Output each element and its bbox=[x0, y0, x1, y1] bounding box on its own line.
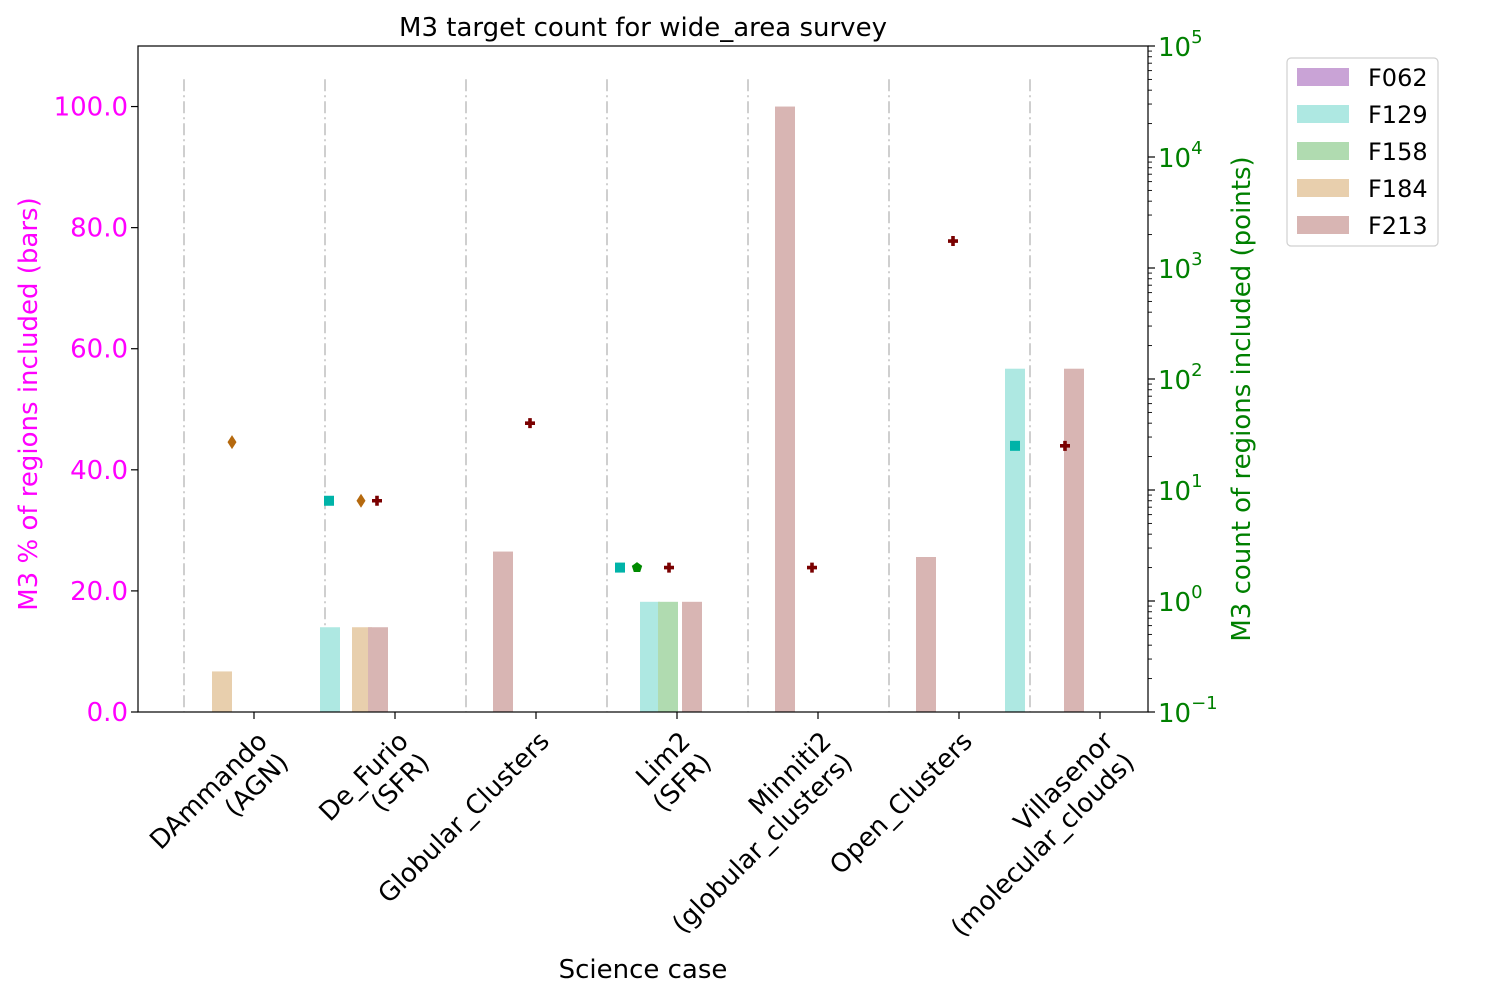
bar-f158 bbox=[658, 602, 678, 712]
point-f129 bbox=[615, 563, 625, 573]
point-f184 bbox=[357, 494, 366, 508]
left-tick-label: 100.0 bbox=[54, 93, 128, 123]
x-axis: DAmmando(AGN) De_Furio(SFR)Globular_Clust… bbox=[144, 712, 1141, 943]
bars bbox=[212, 107, 1084, 712]
legend-label: F184 bbox=[1368, 175, 1428, 203]
point-f129 bbox=[324, 496, 334, 506]
right-tick-label: 105 bbox=[1158, 27, 1203, 63]
svg-text:(molecular_clouds): (molecular_clouds) bbox=[945, 748, 1140, 943]
right-tick-label: 100 bbox=[1158, 582, 1203, 618]
right-tick-label: 10−1 bbox=[1158, 693, 1218, 729]
left-y-axis: 0.0 20.0 40.0 60.0 80.0 100.0 bbox=[54, 93, 138, 728]
right-tick-label: 101 bbox=[1158, 471, 1203, 507]
bar-f213 bbox=[493, 552, 513, 712]
bar-f213 bbox=[368, 627, 388, 712]
right-y-axis: 10−1 100 101 102 103 104 105 bbox=[1148, 27, 1218, 729]
x-tick-label: De_Furio(SFR) bbox=[314, 726, 436, 848]
point-f213 bbox=[807, 563, 817, 573]
legend-label: F158 bbox=[1368, 138, 1428, 166]
legend-swatch bbox=[1297, 179, 1349, 197]
bar-f129 bbox=[1005, 369, 1025, 712]
right-y-axis-label: M3 count of regions included (points) bbox=[1227, 156, 1257, 641]
x-tick-label: Open_Clusters bbox=[824, 726, 978, 880]
left-tick-label: 40.0 bbox=[70, 456, 128, 486]
points bbox=[228, 236, 1070, 573]
bar-f213 bbox=[1064, 369, 1084, 712]
legend-label: F129 bbox=[1368, 101, 1428, 129]
bar-f213 bbox=[916, 557, 936, 712]
bar-f213 bbox=[682, 602, 702, 712]
chart-title: M3 target count for wide_area survey bbox=[399, 13, 887, 43]
right-tick-label: 103 bbox=[1158, 249, 1203, 285]
point-f213 bbox=[372, 496, 382, 506]
left-tick-label: 60.0 bbox=[70, 335, 128, 365]
legend-label: F062 bbox=[1368, 64, 1428, 92]
legend-swatch bbox=[1297, 216, 1349, 234]
right-tick-label: 104 bbox=[1158, 138, 1203, 174]
x-tick-label: DAmmando(AGN) bbox=[144, 726, 294, 876]
point-f184 bbox=[228, 435, 237, 449]
left-tick-label: 0.0 bbox=[87, 698, 128, 728]
legend-swatch bbox=[1297, 105, 1349, 123]
point-f213 bbox=[664, 563, 674, 573]
left-tick-label: 20.0 bbox=[70, 577, 128, 607]
point-f213 bbox=[948, 236, 958, 246]
x-tick-label: Lim2(SFR) bbox=[626, 726, 718, 818]
left-tick-label: 80.0 bbox=[70, 214, 128, 244]
right-tick-label: 102 bbox=[1158, 360, 1203, 396]
legend: F062 F129 F158 F184 F213 bbox=[1287, 58, 1438, 246]
svg-text:Open_Clusters: Open_Clusters bbox=[824, 726, 978, 880]
legend-swatch bbox=[1297, 68, 1349, 86]
category-separators bbox=[184, 79, 1030, 712]
left-y-axis-label: M3 % of regions included (bars) bbox=[14, 197, 44, 611]
legend-swatch bbox=[1297, 142, 1349, 160]
x-axis-label: Science case bbox=[559, 955, 728, 985]
legend-label: F213 bbox=[1368, 212, 1428, 240]
point-f158 bbox=[632, 562, 642, 572]
bar-f129 bbox=[640, 602, 660, 712]
bar-f184 bbox=[212, 671, 232, 712]
point-f129 bbox=[1010, 441, 1020, 451]
point-f213 bbox=[525, 418, 535, 428]
bar-f213 bbox=[775, 107, 795, 712]
bar-f129 bbox=[320, 627, 340, 712]
